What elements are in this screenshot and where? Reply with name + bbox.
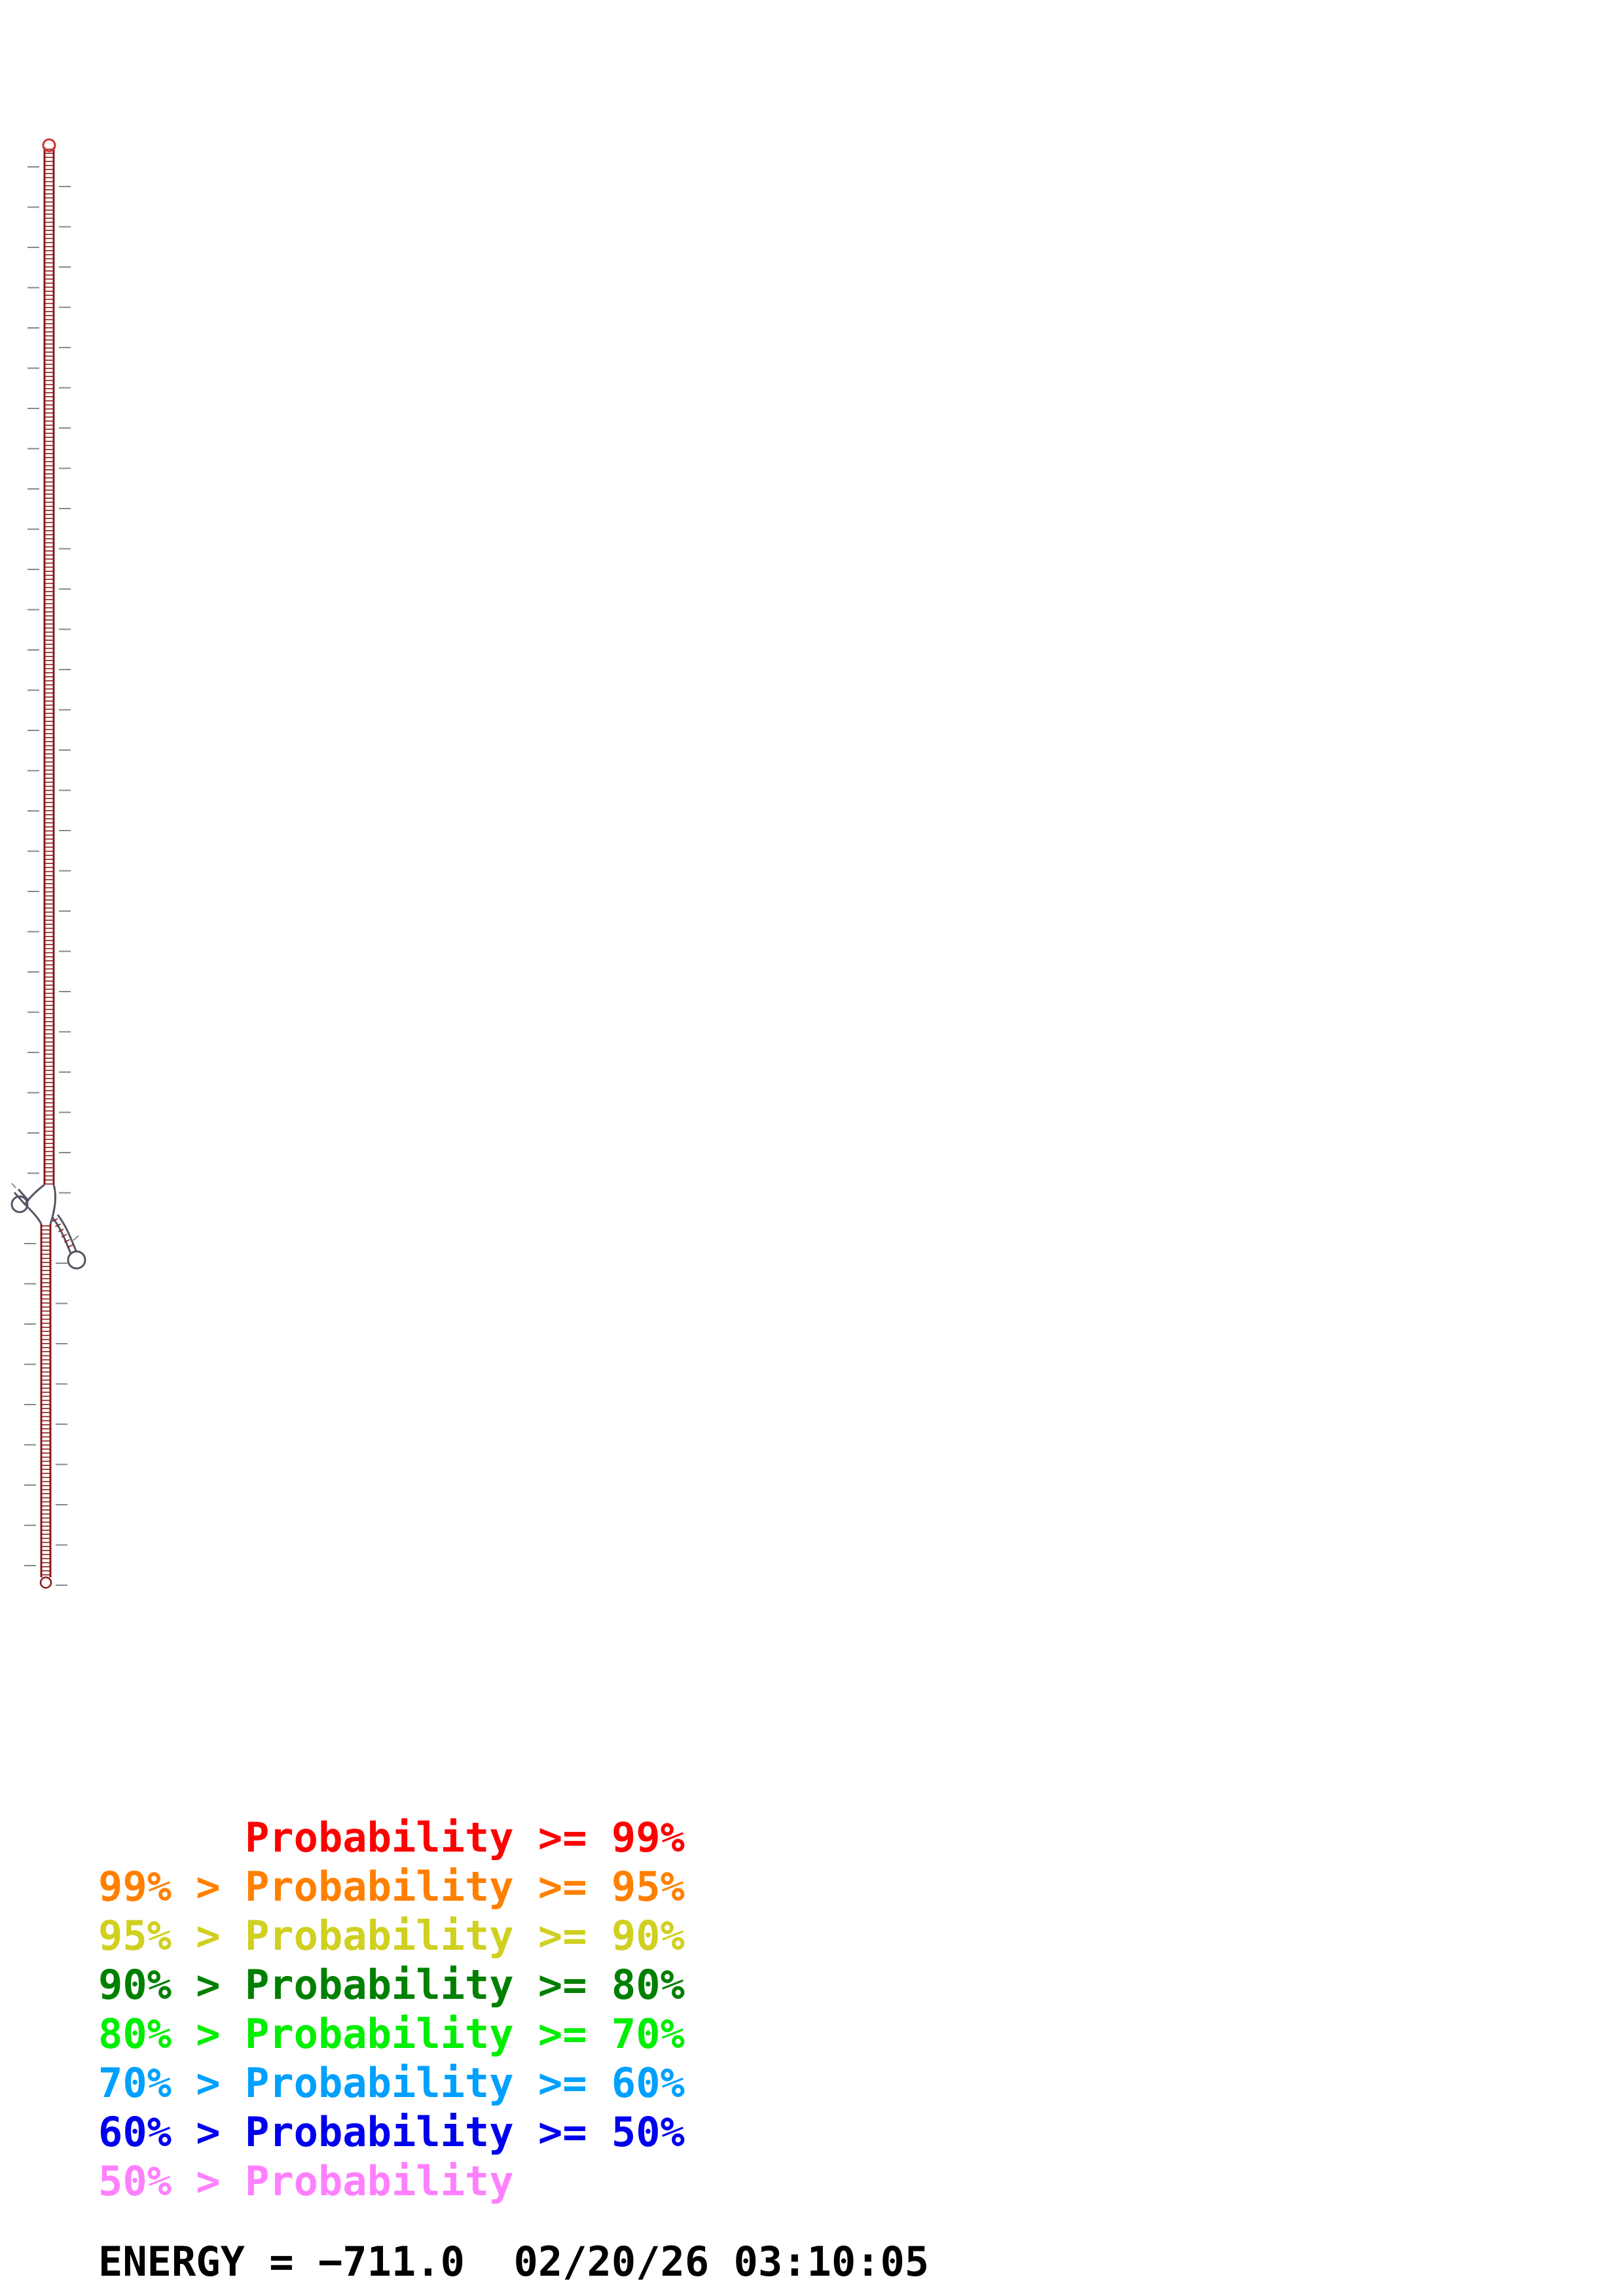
terminal-loop (39, 1576, 52, 1589)
position-tick (11, 1183, 16, 1189)
hairpin-loop (42, 138, 56, 152)
branch-stem (56, 1214, 77, 1251)
position-tick (73, 1235, 79, 1241)
base-pair (52, 1218, 58, 1222)
upper-helix (42, 138, 56, 1185)
junction-strand (24, 1183, 45, 1205)
legend-entry: 70% > Probability >= 60% (98, 2059, 685, 2107)
position-ticks (24, 166, 71, 1586)
junction-loops (10, 1183, 86, 1270)
junction-strand (49, 1184, 56, 1225)
rna-structure-diagram (10, 138, 86, 1589)
lower-helix (39, 1224, 52, 1589)
branch-stem (13, 1192, 26, 1205)
legend-entry: 50% > Probability (98, 2157, 514, 2205)
legend-entry: 95% > Probability >= 90% (98, 1912, 685, 1960)
legend-entry: 80% > Probability >= 70% (98, 2010, 685, 2058)
legend-entry: 60% > Probability >= 50% (98, 2108, 685, 2156)
base-pair (58, 1229, 64, 1232)
base-pair (55, 1223, 61, 1227)
branch-hairpin-loop (67, 1250, 86, 1270)
legend-entry: Probability >= 99% (98, 1814, 685, 1861)
energy-footer: ENERGY = −711.0 02/20/26 03:10:05 (98, 2238, 930, 2286)
legend-entry: 90% > Probability >= 80% (98, 1961, 685, 2009)
branch-stem (51, 1217, 72, 1254)
base-pair (61, 1234, 67, 1238)
legend-entry: 99% > Probability >= 95% (98, 1863, 685, 1910)
branch-loop (10, 1195, 29, 1213)
base-pair (67, 1244, 73, 1248)
probability-legend: Probability >= 99% 99% > Probability >= … (98, 1813, 685, 2206)
branch-stem (17, 1189, 30, 1202)
base-pair (64, 1239, 70, 1243)
